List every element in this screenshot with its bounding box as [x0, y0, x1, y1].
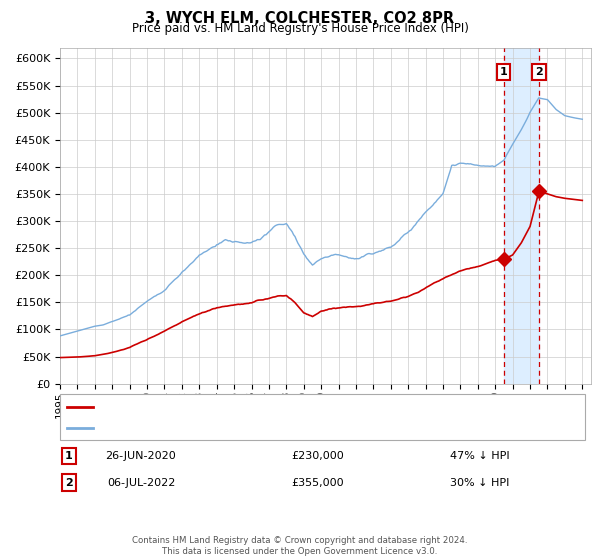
Text: 26-JUN-2020: 26-JUN-2020 [106, 451, 176, 461]
Text: 3, WYCH ELM, COLCHESTER, CO2 8PR: 3, WYCH ELM, COLCHESTER, CO2 8PR [145, 11, 455, 26]
Bar [504, 48, 539, 384]
Text: HPI: Average price, detached house, Colchester: HPI: Average price, detached house, Colc… [97, 423, 358, 433]
Text: 30% ↓ HPI: 30% ↓ HPI [451, 478, 509, 488]
Text: Price paid vs. HM Land Registry's House Price Index (HPI): Price paid vs. HM Land Registry's House … [131, 22, 469, 35]
Text: 47% ↓ HPI: 47% ↓ HPI [450, 451, 510, 461]
Text: 2: 2 [65, 478, 73, 488]
Text: 2: 2 [535, 67, 543, 77]
Text: 1: 1 [500, 67, 508, 77]
Text: 1: 1 [65, 451, 73, 461]
Text: £230,000: £230,000 [292, 451, 344, 461]
Text: 06-JUL-2022: 06-JUL-2022 [107, 478, 175, 488]
Text: 3, WYCH ELM, COLCHESTER, CO2 8PR (detached house): 3, WYCH ELM, COLCHESTER, CO2 8PR (detach… [97, 402, 404, 412]
Text: £355,000: £355,000 [292, 478, 344, 488]
Text: Contains HM Land Registry data © Crown copyright and database right 2024.
This d: Contains HM Land Registry data © Crown c… [132, 536, 468, 556]
